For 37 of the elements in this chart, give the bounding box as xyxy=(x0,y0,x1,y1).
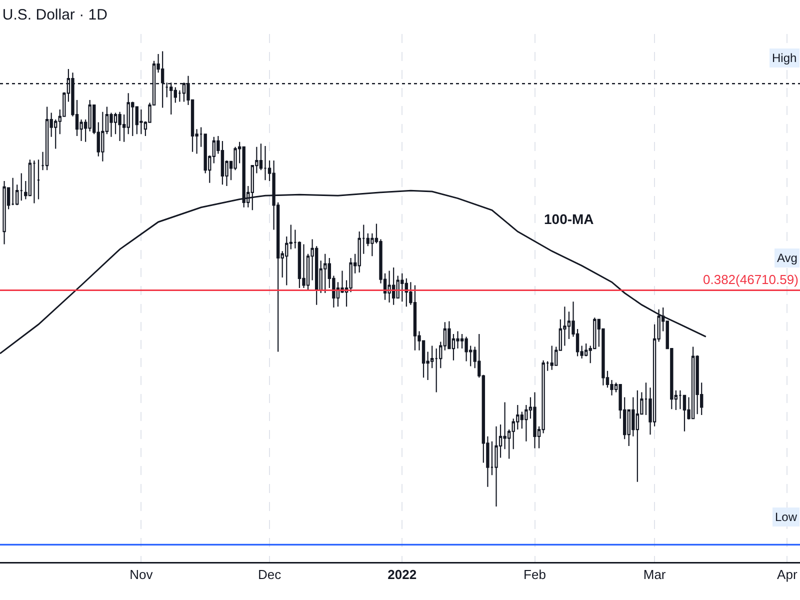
x-tick-label: Apr xyxy=(777,567,798,582)
candlestick xyxy=(494,426,498,508)
candlestick xyxy=(324,253,327,294)
candlestick xyxy=(404,278,408,308)
candlestick xyxy=(392,266,396,306)
x-tick-label: Mar xyxy=(643,567,666,582)
candlestick xyxy=(400,272,404,302)
candlestick xyxy=(636,390,640,482)
text: Low xyxy=(775,510,798,524)
candlestick xyxy=(682,394,686,432)
candlestick xyxy=(298,241,302,289)
candlestick xyxy=(220,140,224,186)
candlestick xyxy=(264,145,267,181)
annotation: 0.382(46710.59) xyxy=(703,272,798,287)
candlestick xyxy=(101,111,104,162)
annotation: Avg xyxy=(777,251,798,265)
x-tick-label: Feb xyxy=(524,567,546,582)
candlestick xyxy=(32,160,36,204)
candlestick xyxy=(302,244,306,289)
candlestick xyxy=(140,108,143,135)
candlestick xyxy=(20,172,23,202)
candlestick xyxy=(691,346,695,420)
candlestick xyxy=(2,180,6,245)
candlestick xyxy=(45,106,49,171)
candlestick xyxy=(118,111,122,142)
annotation: High xyxy=(772,51,797,65)
candlestick xyxy=(178,90,182,102)
candlestick xyxy=(388,270,391,304)
candlestick xyxy=(533,392,536,449)
x-tick-label: 2022 xyxy=(388,567,417,582)
candlestick xyxy=(36,159,40,200)
x-tick-label: Dec xyxy=(258,567,282,582)
x-tick-label: Nov xyxy=(130,567,154,582)
candlestick xyxy=(11,177,14,206)
series-label: 100-MA xyxy=(544,211,594,227)
chart-title: U.S. Dollar · 1D xyxy=(2,6,108,24)
candlestick xyxy=(413,284,417,351)
